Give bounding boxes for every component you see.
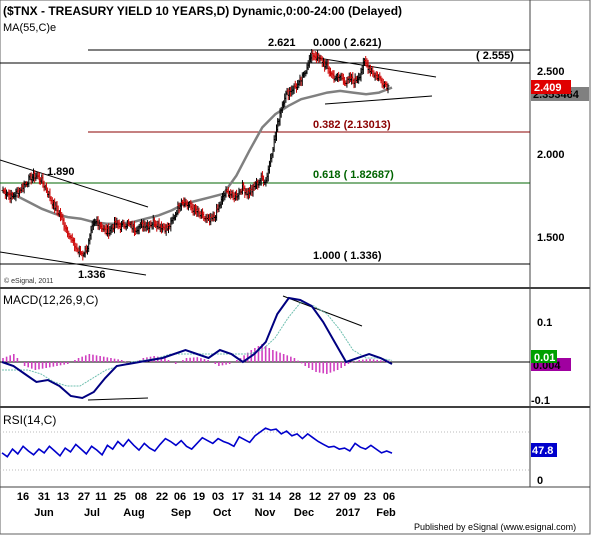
macd-tick-01: 0.1 (537, 317, 552, 329)
x-day-tick: 16 (17, 491, 29, 503)
x-day-tick: 22 (156, 491, 168, 503)
x-axis-months: Jun Jul Aug Sep Oct Nov Dec 2017 Feb (34, 507, 396, 519)
x-day-tick: 23 (364, 491, 376, 503)
last-price-badge (531, 80, 571, 94)
x-day-tick: 19 (193, 491, 205, 503)
x-day-tick: 31 (38, 491, 50, 503)
price-bars (1, 49, 390, 261)
macd-value-text: 0.01 (534, 352, 555, 364)
x-month-tick: Jun (34, 507, 54, 519)
annotation-high-2621: 2.621 (268, 37, 296, 49)
x-day-tick: 06 (383, 491, 395, 503)
x-day-tick: 17 (232, 491, 244, 503)
x-month-tick: Oct (213, 507, 232, 519)
macd-value-badge (531, 350, 557, 363)
price-tick-2500: 2.500 (537, 66, 565, 78)
fib-label-0: 0.000 ( 2.621) (313, 37, 382, 49)
rsi-title: RSI(14,C) (3, 413, 56, 427)
x-day-tick: 08 (135, 491, 147, 503)
macd-tick-m01: -0.1 (531, 395, 550, 407)
x-day-tick: 27 (328, 491, 340, 503)
x-day-tick: 06 (174, 491, 186, 503)
x-day-tick: 09 (344, 491, 356, 503)
trendline-lower-left (0, 251, 147, 276)
rsi-series (1, 427, 393, 458)
fib-label-2555: ( 2.555) (476, 50, 514, 62)
macd-lines (1, 296, 393, 400)
annotation-high-1890: 1.890 (47, 166, 75, 178)
x-day-tick: 12 (309, 491, 321, 503)
x-axis-days: 16 31 13 27 11 25 08 22 06 19 03 17 31 14 28 12 27 09 23 06 (17, 491, 395, 503)
fib-label-1000: 1.000 ( 1.336) (313, 250, 382, 262)
x-day-tick: 14 (269, 491, 282, 503)
rsi-line (1, 427, 393, 458)
trendline-upper-left (0, 159, 149, 208)
fib-label-382: 0.382 (2.13013) (313, 119, 391, 131)
x-day-tick: 27 (78, 491, 90, 503)
price-tick-2000: 2.000 (537, 149, 565, 161)
x-month-tick: Feb (376, 507, 396, 519)
x-month-tick: Dec (294, 507, 314, 519)
rsi-value-text: 47.8 (532, 445, 553, 457)
x-day-tick: 11 (95, 491, 107, 503)
macd-title: MACD(12,26,9,C) (3, 293, 98, 307)
rsi-tick-0: 0 (537, 475, 543, 487)
price-bar (386, 83, 390, 94)
x-day-tick: 31 (252, 491, 264, 503)
x-day-tick: 28 (289, 491, 301, 503)
price-tick-1500: 1.500 (537, 232, 565, 244)
ma-series (2, 86, 393, 225)
trendline-triangle-upper (317, 57, 437, 78)
x-month-tick: Jul (84, 507, 100, 519)
fib-label-618: 0.618 ( 1.82687) (313, 169, 394, 181)
trendline-triangle-lower (324, 95, 433, 105)
annotation-low-1336: 1.336 (78, 269, 106, 281)
ma-line (2, 86, 393, 225)
esignal-watermark: © eSignal, 2011 (4, 277, 54, 285)
x-day-tick: 13 (57, 491, 69, 503)
macd-divergence-line (282, 295, 363, 327)
macd-line (1, 296, 393, 400)
rsi-value-badge (531, 443, 557, 457)
last-price-text: 2.409 (534, 82, 562, 94)
x-month-tick: Aug (123, 507, 144, 519)
x-day-tick: 25 (114, 491, 126, 503)
chart-title: ($TNX - TREASURY YIELD 10 YEARS,D) Dynam… (3, 4, 402, 18)
publisher-footer: Published by eSignal (www.esignal.com) (414, 522, 576, 532)
macd-bottom-line (87, 397, 149, 401)
ma-legend: MA(55,C)e (3, 22, 56, 34)
x-month-tick: 2017 (336, 507, 360, 519)
x-month-tick: Nov (255, 507, 277, 519)
x-month-tick: Sep (171, 507, 191, 519)
x-day-tick: 03 (212, 491, 224, 503)
macd-histogram (2, 344, 389, 374)
